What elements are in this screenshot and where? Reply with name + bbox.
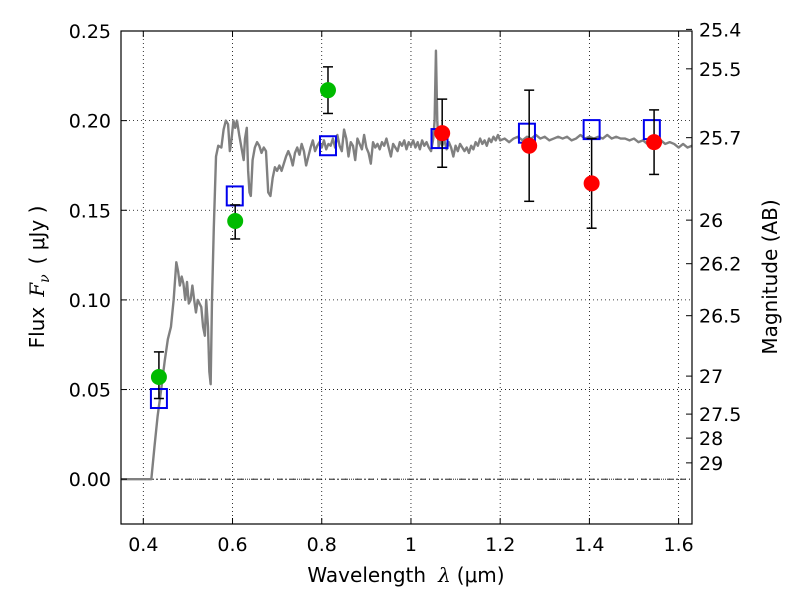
right-tick-label: 25.5 — [699, 59, 741, 81]
right-tick-label: 27 — [699, 366, 723, 388]
y-axis-right-label: Magnitude (AB) — [758, 199, 782, 354]
plot-frame — [120, 30, 693, 525]
x-tick-label: 1 — [405, 534, 417, 556]
x-tick-label: 0.8 — [307, 534, 337, 556]
nir-data-point — [583, 175, 600, 192]
model-sed-line — [121, 49, 693, 481]
right-tick-label: 25.7 — [699, 128, 741, 150]
right-tick-label: 26.2 — [699, 254, 741, 276]
y-tick-label: 0.10 — [69, 290, 111, 312]
right-tick-label: 29 — [699, 453, 723, 475]
series-layer — [121, 49, 693, 481]
x-tick-label: 1.6 — [664, 534, 694, 556]
x-axis-label-unit: (μm) — [457, 563, 505, 587]
x-tick-label: 1.2 — [485, 534, 515, 556]
right-tick-label: 26 — [699, 210, 723, 232]
y-axis-label-text: Flux — [25, 307, 49, 349]
y-tick-label: 0.15 — [69, 200, 111, 222]
optical-data-point — [227, 213, 244, 230]
nir-data-point — [434, 125, 451, 142]
y-axis-label-unit: ( μJy ) — [25, 206, 49, 265]
right-tick-label: 25.4 — [699, 19, 741, 41]
right-tick-label: 28 — [699, 428, 723, 450]
optical-data-point — [319, 82, 336, 99]
y-axis-label-symbol: F — [25, 282, 49, 298]
x-axis-label: Wavelength λ (μm) — [307, 563, 504, 587]
plot-area — [121, 31, 692, 524]
x-axis-label-text: Wavelength — [307, 563, 426, 587]
right-tick-label: 27.5 — [699, 404, 741, 426]
nir-data-point — [521, 137, 538, 154]
x-tick-label: 1.4 — [574, 534, 604, 556]
optical-data-point — [150, 368, 167, 385]
model-band-square — [318, 135, 337, 157]
y-tick-label: 0.05 — [69, 380, 111, 402]
x-axis-label-symbol: λ — [437, 563, 451, 587]
y-tick-label: 0.25 — [69, 21, 111, 43]
right-tick-label: 26.5 — [699, 306, 741, 328]
y-tick-label: 0.00 — [69, 469, 111, 491]
nir-data-point — [646, 134, 663, 151]
ticks: 0.4 0.6 0.8 1 1.2 1.4 1.6 0.00 0.05 0.10 0.15 0.20 0… — [69, 19, 742, 556]
y-tick-label: 0.20 — [69, 111, 111, 133]
x-tick-label: 0.6 — [217, 534, 247, 556]
y-axis-label-subscript: ν — [37, 274, 53, 283]
x-tick-label: 0.4 — [128, 534, 158, 556]
y-axis-label: Flux Fν ( μJy ) — [25, 206, 53, 349]
